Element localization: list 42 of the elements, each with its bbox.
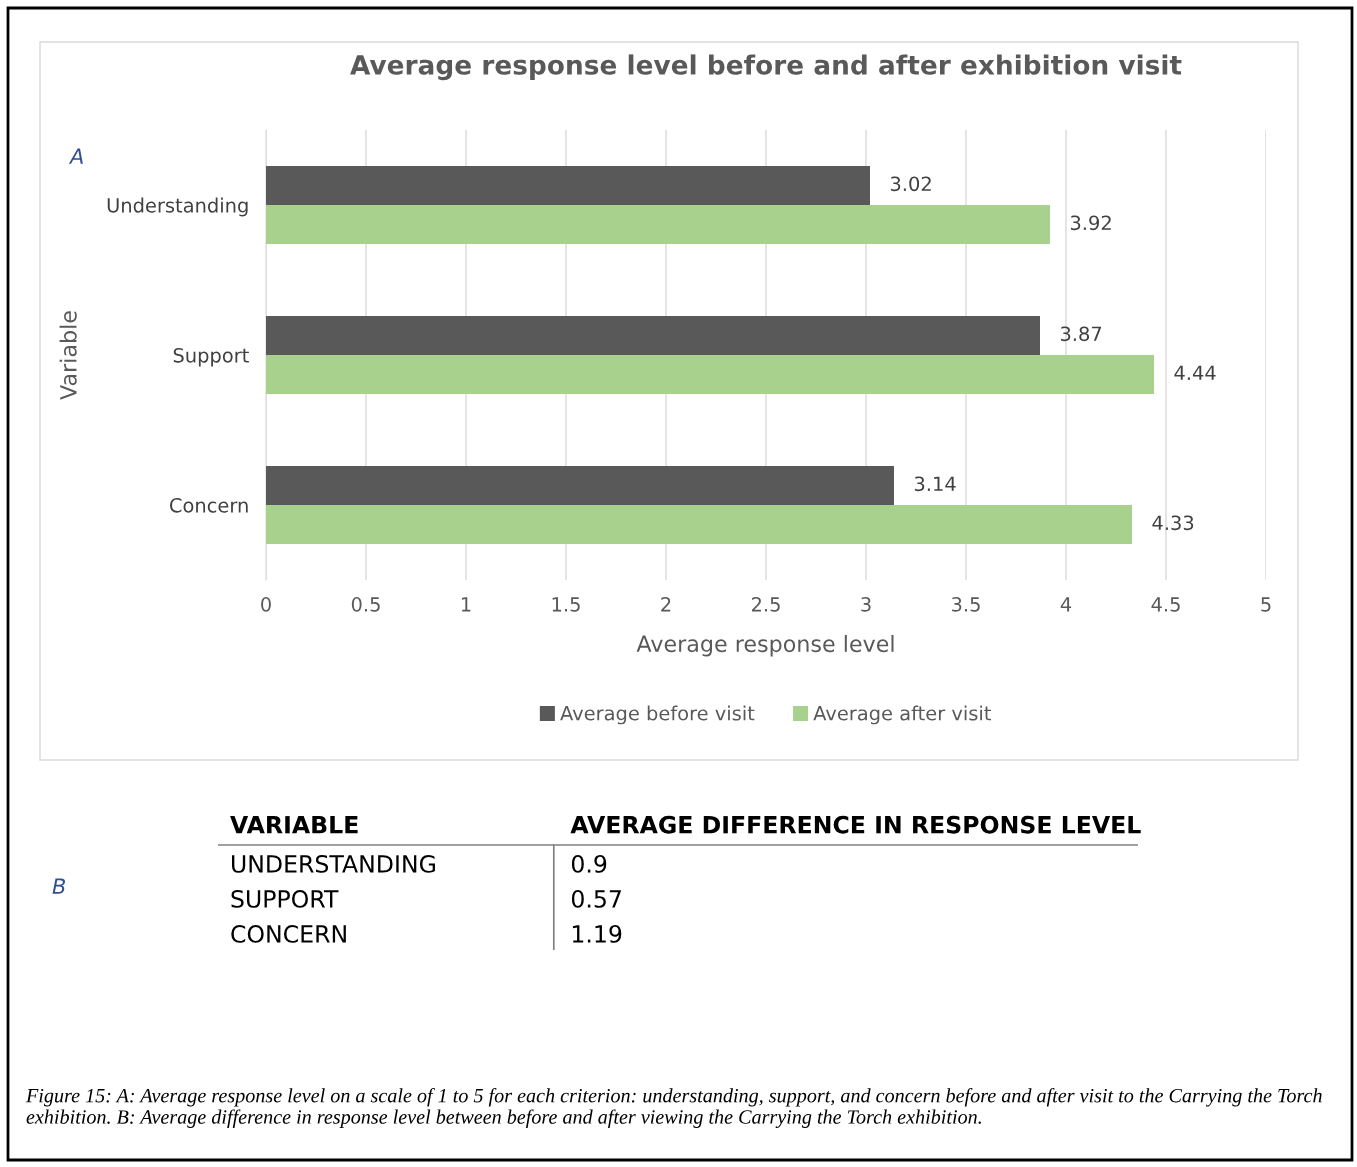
data-label: 3.92 bbox=[1070, 215, 1111, 231]
x-tick-label: 1 bbox=[461, 597, 471, 612]
data-label: 3.02 bbox=[890, 176, 931, 192]
data-label: 3.87 bbox=[1060, 326, 1102, 342]
data-label: 0.9 bbox=[571, 854, 607, 873]
data-label: 4.44 bbox=[1174, 365, 1216, 380]
bar bbox=[266, 166, 870, 205]
x-tick-label: 2.5 bbox=[751, 597, 780, 612]
bar bbox=[266, 355, 1154, 394]
x-tick-label: 5 bbox=[1261, 597, 1271, 612]
chart-title: Average response level before and after exhibition visit bbox=[350, 54, 1182, 81]
text: VARIABLE bbox=[230, 816, 358, 834]
y-tick-label: Support bbox=[173, 347, 249, 367]
bar bbox=[266, 505, 1132, 544]
bar bbox=[266, 205, 1050, 244]
data-label: 1.19 bbox=[572, 924, 622, 943]
x-tick-label: 0 bbox=[261, 597, 271, 612]
x-tick-label: 2 bbox=[661, 597, 671, 612]
x-tick-label: 4.5 bbox=[1151, 597, 1180, 612]
text: A bbox=[68, 148, 83, 164]
x-tick-label: 0.5 bbox=[351, 597, 380, 612]
legend-label: Average after visit bbox=[813, 705, 991, 725]
category-label: SUPPORT bbox=[231, 889, 339, 908]
data-label: 4.33 bbox=[1152, 515, 1194, 531]
x-tick-label: 3.5 bbox=[952, 597, 980, 612]
bar bbox=[266, 316, 1040, 355]
y-tick-label: Understanding bbox=[107, 197, 248, 217]
data-label: 3.14 bbox=[914, 476, 956, 492]
bar bbox=[266, 466, 894, 505]
x-axis-title: Average response level bbox=[636, 634, 894, 657]
category-label: CONCERN bbox=[231, 924, 346, 943]
caption: Figure 15: A: Average response level on a scale of 1 to 5 for each criterion: understanding, support, and concern before and after visit to the Carrying the Torch exhibition. B: Average difference in response level between before and after viewing the Carrying the Torch exhibition. bbox=[25, 1088, 1322, 1128]
y-axis-title: Variable bbox=[59, 311, 77, 400]
x-tick-label: 4 bbox=[1060, 597, 1072, 612]
data-label: 0.57 bbox=[571, 889, 621, 908]
x-tick-label: 1.5 bbox=[552, 597, 580, 612]
legend-label: Average before visit bbox=[560, 705, 755, 725]
x-tick-label: 3 bbox=[861, 597, 871, 612]
text: AVERAGE DIFFERENCE IN RESPONSE LEVEL bbox=[570, 815, 1141, 834]
category-label: UNDERSTANDING bbox=[232, 854, 435, 873]
y-tick-label: Concern bbox=[169, 497, 248, 513]
text: B bbox=[52, 878, 66, 894]
